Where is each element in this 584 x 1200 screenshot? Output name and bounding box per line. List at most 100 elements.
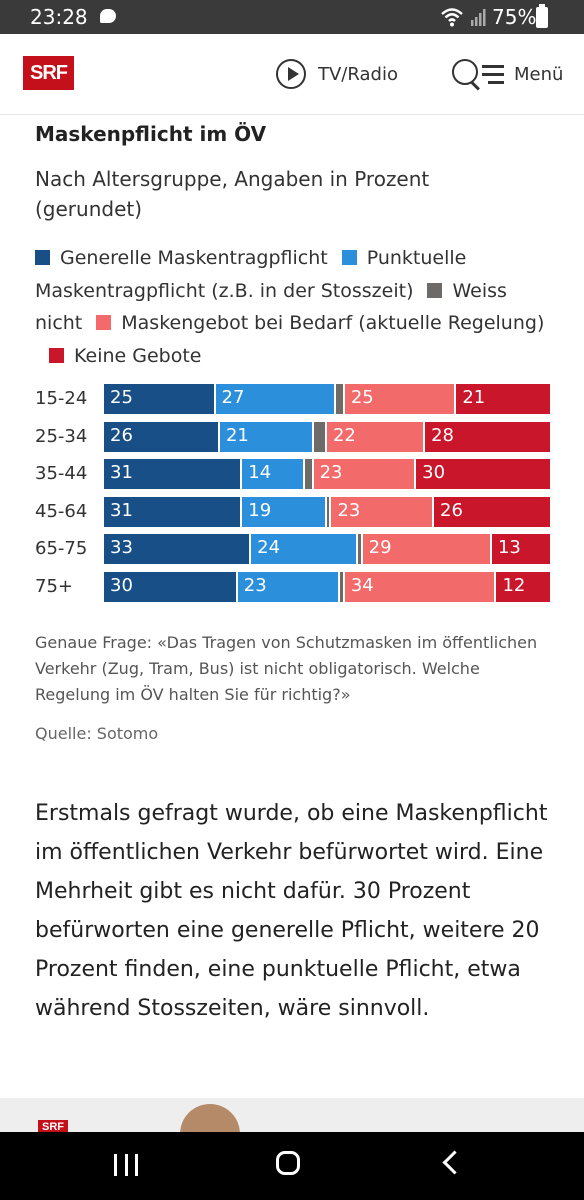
- srf-logo[interactable]: SRF: [23, 56, 74, 90]
- bar-segment: 19: [242, 496, 327, 527]
- legend-label: Generelle Maskentragpflicht: [60, 247, 328, 269]
- chart-title: Maskenpflicht im ÖV: [35, 122, 267, 146]
- bar-segment: 27: [215, 384, 336, 414]
- bar-row: 75+ 30 23 34 12: [35, 571, 555, 602]
- bar-segment: 31: [104, 459, 243, 489]
- site-header: SRF TV/Radio Menü: [0, 34, 584, 115]
- tv-radio-button[interactable]: TV/Radio: [276, 56, 398, 92]
- bar-segment: 25: [104, 384, 216, 414]
- bar-track: 25 27 25 21: [104, 384, 550, 414]
- data-label: 25: [350, 387, 374, 408]
- data-label: 31: [110, 499, 133, 521]
- bar-segment: 22: [326, 421, 426, 452]
- category-label: 25-34: [35, 425, 88, 447]
- legend-swatch: [427, 282, 443, 298]
- bar-row: 65-75 33 24 29 13: [35, 534, 555, 564]
- category-label: 65-75: [35, 538, 88, 559]
- data-label: 21: [225, 424, 249, 446]
- bar-segment: 12: [496, 571, 550, 602]
- bar-segment: 14: [242, 459, 305, 489]
- data-label: 25: [110, 387, 133, 408]
- bar-segment: 33: [104, 534, 252, 564]
- chart-source: Quelle: Sotomo: [35, 724, 159, 743]
- battery-percentage: 75%: [492, 5, 537, 29]
- clock: 23:28: [30, 5, 88, 29]
- bar-segment: 21: [456, 384, 550, 414]
- legend-swatch: [341, 250, 357, 265]
- bar-segment: [340, 571, 345, 602]
- data-label: 30: [422, 462, 446, 483]
- data-label: 26: [440, 499, 463, 521]
- bar-segment: 13: [491, 534, 550, 564]
- back-icon[interactable]: [442, 1150, 467, 1175]
- search-menu-icon: [452, 59, 504, 91]
- bar-segment: 30: [104, 571, 238, 602]
- legend-swatch: [35, 250, 50, 265]
- bar-segment: 25: [344, 384, 457, 414]
- data-label: 28: [431, 424, 454, 446]
- data-label: 34: [350, 574, 374, 596]
- bar-segment: 29: [362, 534, 492, 564]
- bar-segment: 28: [425, 421, 550, 452]
- menu-label: Menü: [514, 63, 564, 85]
- bar-segment: 26: [434, 496, 550, 527]
- signal-icon: [471, 9, 486, 26]
- data-label: 13: [497, 537, 521, 558]
- data-label: 24: [257, 537, 281, 558]
- bar-track: 31 19 23 26: [104, 496, 550, 527]
- bar-segment: 23: [237, 571, 341, 602]
- category-label: 15-24: [35, 388, 88, 409]
- system-navigation-bar: [0, 1132, 584, 1200]
- bar-segment: [335, 384, 345, 414]
- data-label: 33: [110, 537, 133, 558]
- thumbnail-photo: [180, 1104, 240, 1132]
- chart-question-note: Genaue Frage: «Das Tragen von Schutzmask…: [35, 633, 538, 704]
- legend-item: Maskengebot bei Bedarf (aktuelle Regelun…: [96, 312, 544, 334]
- legend-swatch: [49, 347, 64, 363]
- srf-mini-logo: SRF: [38, 1120, 68, 1132]
- data-label: 23: [337, 499, 361, 521]
- data-label: 30: [110, 574, 133, 596]
- bar-segment: [326, 496, 332, 527]
- bar-segment: [313, 421, 327, 452]
- menu-button[interactable]: Menü: [452, 56, 563, 92]
- bar-row: 25-34 26 21 22 28: [35, 421, 555, 452]
- bar-row: 45-64 31 19 23 26: [35, 496, 555, 527]
- bar-segment: 26: [104, 421, 220, 452]
- legend-item: Weiss nicht: [35, 280, 507, 335]
- data-label: 12: [502, 574, 526, 596]
- data-label: 29: [368, 537, 392, 558]
- legend-item: Generelle Maskentragpflicht: [35, 247, 328, 269]
- data-label: 31: [110, 462, 133, 483]
- data-label: 27: [221, 387, 245, 408]
- bar-segment: 24: [251, 534, 359, 564]
- category-label: 75+: [35, 575, 73, 597]
- category-label: 45-64: [35, 500, 88, 522]
- legend-label: Keine Gebote: [74, 344, 202, 367]
- data-label: 19: [248, 499, 272, 521]
- bar-track: 26 21 22 28: [104, 421, 550, 452]
- data-label: 21: [462, 387, 486, 408]
- data-label: 23: [243, 574, 267, 596]
- bar-segment: 23: [313, 459, 417, 489]
- stacked-bar-chart: 15-24 25 27 25 21 25-34 26 21 22 28 35-44 31 14 23 30 4…: [35, 384, 555, 604]
- play-icon: [276, 59, 306, 89]
- bar-track: 30 23 34 12: [104, 571, 550, 602]
- chart-legend: Generelle Maskentragpflicht Punktuelle Ma…: [35, 242, 555, 372]
- bar-segment: [358, 534, 363, 564]
- recent-apps-icon[interactable]: [114, 1154, 138, 1176]
- next-article-thumbnail[interactable]: SRF: [0, 1098, 584, 1132]
- chart-subtitle: Nach Altersgruppe, Angaben in Prozent (g…: [35, 167, 430, 221]
- home-icon[interactable]: [276, 1151, 300, 1175]
- bar-segment: [304, 459, 314, 489]
- data-label: 26: [110, 424, 133, 446]
- legend-item: Punktuelle Maskentragpflicht (z.B. in de…: [35, 247, 466, 302]
- legend-label: Punktuelle Maskentragpflicht (z.B. in de…: [35, 247, 467, 302]
- legend-label: Weiss nicht: [35, 279, 507, 335]
- bar-track: 33 24 29 13: [104, 534, 550, 564]
- bar-segment: 21: [219, 421, 314, 452]
- bar-segment: 34: [344, 571, 497, 602]
- bar-row: 15-24 25 27 25 21: [35, 384, 555, 414]
- category-label: 35-44: [35, 463, 88, 484]
- legend-label: Maskengebot bei Bedarf (aktuelle Regelun…: [121, 312, 545, 334]
